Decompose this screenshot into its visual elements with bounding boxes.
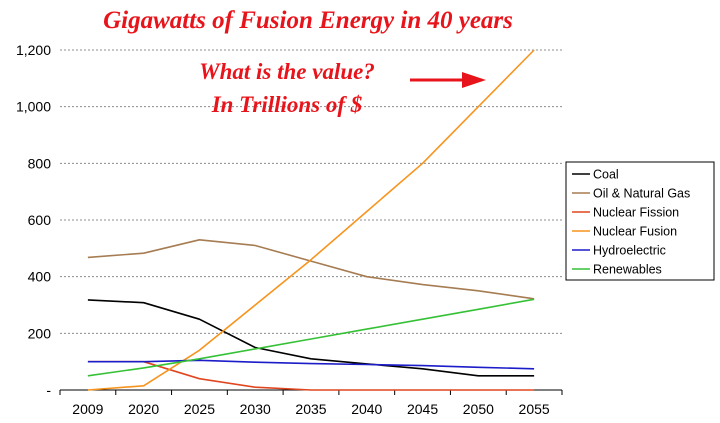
y-tick-label: 200 (28, 325, 52, 341)
x-tick-label: 2030 (240, 401, 271, 417)
x-tick-label: 2009 (72, 401, 103, 417)
x-tick-label: 2040 (351, 401, 382, 417)
legend-label: Renewables (593, 263, 662, 277)
legend-label: Nuclear Fission (593, 206, 679, 220)
legend-label: Nuclear Fusion (593, 225, 677, 239)
chart-title: Gigawatts of Fusion Energy in 40 years (103, 7, 513, 34)
series-line (87, 49, 535, 391)
x-tick-label: 2050 (463, 401, 494, 417)
x-tick-label: 2055 (519, 401, 550, 417)
series-line (87, 299, 535, 377)
y-tick-label: 800 (28, 155, 52, 171)
series-line (87, 359, 535, 370)
y-tick-label: 400 (28, 269, 52, 285)
y-tick-label: - (46, 382, 51, 398)
series-line (87, 239, 535, 300)
y-tick-label: 1,200 (16, 42, 51, 58)
x-axis-ticks: 2009 2020 2025 2030 2035 2040 2045 2050 2055 (59, 390, 563, 417)
series-line (87, 360, 535, 391)
x-tick-label: 2025 (184, 401, 215, 417)
legend-label: Hydroelectric (593, 244, 666, 258)
series-lines (87, 49, 535, 391)
series-line (87, 298, 535, 377)
legend-label: Oil & Natural Gas (593, 187, 690, 201)
annotation-arrow (410, 72, 486, 88)
y-axis-ticks: - 200 400 600 800 1,000 1,200 (16, 42, 51, 398)
x-tick-label: 2035 (295, 401, 326, 417)
legend: Coal Oil & Natural Gas Nuclear Fission Nucl… (565, 161, 715, 281)
y-tick-label: 600 (28, 212, 52, 228)
legend-label: Coal (593, 168, 619, 182)
y-tick-label: 1,000 (16, 99, 51, 115)
x-tick-label: 2020 (128, 401, 159, 417)
annotation-line-1: What is the value? (199, 59, 375, 84)
x-tick-label: 2045 (407, 401, 438, 417)
annotation-line-2: In Trillions of $ (211, 92, 363, 117)
